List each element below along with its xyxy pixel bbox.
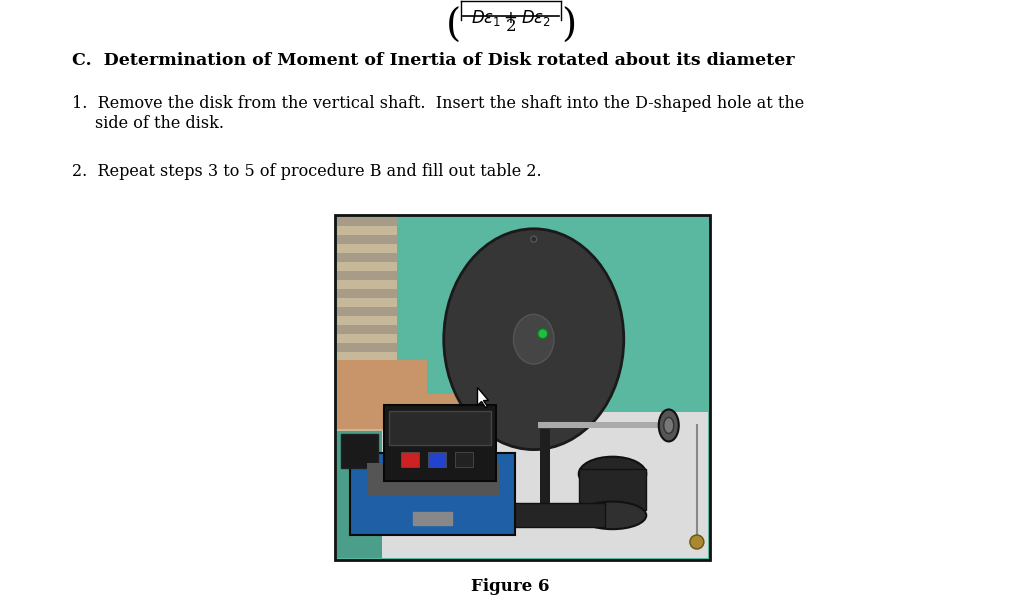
Bar <box>337 217 382 558</box>
Ellipse shape <box>664 417 674 433</box>
Ellipse shape <box>514 315 554 364</box>
Ellipse shape <box>444 229 624 450</box>
Polygon shape <box>478 387 488 408</box>
Ellipse shape <box>579 502 646 529</box>
Bar <box>540 429 550 508</box>
Bar <box>337 307 397 316</box>
Bar <box>341 434 378 469</box>
Bar <box>412 512 452 525</box>
Bar <box>350 453 515 535</box>
Ellipse shape <box>579 456 646 491</box>
Bar <box>337 361 397 370</box>
Text: 2.  Repeat steps 3 to 5 of procedure B and fill out table 2.: 2. Repeat steps 3 to 5 of procedure B an… <box>72 163 541 180</box>
Bar <box>335 215 710 560</box>
Bar <box>400 452 419 467</box>
Bar <box>397 394 480 422</box>
Bar <box>337 217 397 431</box>
Bar <box>337 360 427 429</box>
Bar <box>337 412 708 558</box>
Bar <box>454 452 473 467</box>
Bar <box>485 503 605 527</box>
Circle shape <box>531 236 537 242</box>
Bar <box>579 469 646 510</box>
Bar <box>367 463 498 496</box>
Bar <box>337 325 397 334</box>
Bar <box>537 422 676 428</box>
Bar <box>337 271 397 280</box>
Text: C.  Determination of Moment of Inertia of Disk rotated about its diameter: C. Determination of Moment of Inertia of… <box>72 52 794 69</box>
Text: 1.  Remove the disk from the vertical shaft.  Insert the shaft into the D-shaped: 1. Remove the disk from the vertical sha… <box>72 95 805 112</box>
Text: $D\varepsilon_1 + D\varepsilon_2$: $D\varepsilon_1 + D\varepsilon_2$ <box>471 8 551 28</box>
Text: 2: 2 <box>505 18 517 35</box>
Ellipse shape <box>659 409 679 442</box>
Bar <box>337 253 397 262</box>
Bar <box>337 235 397 244</box>
Bar <box>337 397 397 406</box>
Circle shape <box>690 535 703 549</box>
Bar <box>337 289 397 298</box>
Circle shape <box>538 329 547 338</box>
Bar <box>389 411 491 445</box>
Bar <box>384 404 496 481</box>
Text: (: ( <box>445 8 460 45</box>
Bar <box>337 343 397 352</box>
Bar <box>428 452 445 467</box>
Text: side of the disk.: side of the disk. <box>95 115 224 132</box>
Text: ): ) <box>562 8 577 45</box>
Bar <box>337 217 397 226</box>
Bar <box>337 415 397 424</box>
Bar <box>337 379 397 388</box>
Text: Figure 6: Figure 6 <box>472 578 549 595</box>
